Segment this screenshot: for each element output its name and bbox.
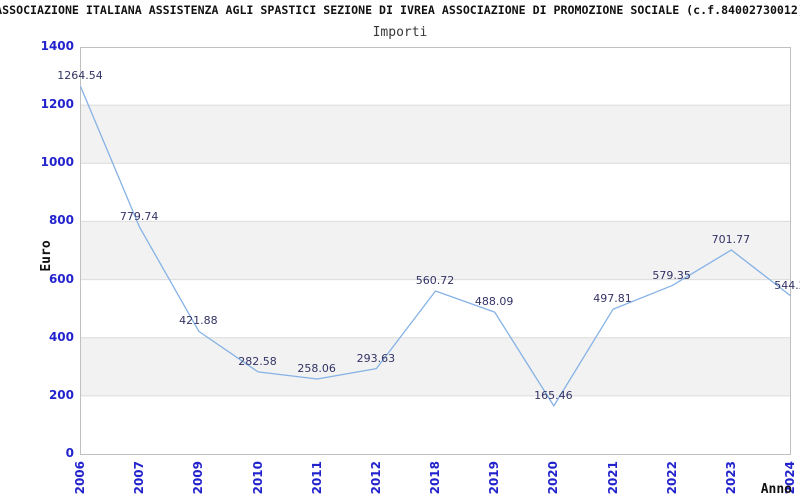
y-tick-label: 1200 — [40, 97, 74, 112]
x-tick-label: 2020 — [546, 461, 561, 495]
x-tick-label: 2012 — [368, 461, 383, 495]
data-point-label: 701.77 — [711, 232, 751, 246]
x-tick-label: 2018 — [428, 461, 442, 495]
x-tick-label: 2021 — [605, 461, 620, 495]
x-tick-label: 2019 — [487, 461, 502, 495]
data-point-label: 544.2 — [774, 278, 800, 292]
data-line — [80, 86, 791, 407]
data-point-label: 779.74 — [119, 210, 159, 224]
data-point-label: 560.72 — [415, 273, 455, 287]
chart-title: Importi — [372, 25, 428, 40]
data-point-label: 165.46 — [534, 388, 573, 402]
y-tick-label: 1400 — [40, 39, 74, 53]
data-point-label: 1264.54 — [57, 69, 103, 83]
x-tick-label: 2009 — [191, 461, 206, 495]
y-tick-label: 600 — [48, 271, 74, 286]
grid-band — [80, 221, 791, 280]
y-axis-label: Euro — [39, 240, 54, 272]
data-point-label: 258.06 — [297, 361, 336, 375]
chart-header-title: ASSOCIAZIONE ITALIANA ASSISTENZA AGLI SP… — [0, 3, 800, 17]
grid-band — [80, 337, 791, 396]
data-point-label: 421.88 — [179, 314, 218, 328]
data-point-label: 293.63 — [356, 351, 396, 365]
grid-band — [80, 105, 791, 164]
data-point-label: 488.09 — [474, 295, 514, 309]
y-tick-label: 1000 — [40, 155, 74, 170]
plot-area — [80, 47, 791, 455]
y-tick-label: 0 — [65, 446, 74, 460]
x-tick-label: 2011 — [309, 461, 324, 495]
x-tick-label: 2010 — [250, 461, 265, 495]
plot-border — [80, 47, 791, 455]
x-tick-label: 2006 — [73, 461, 87, 495]
data-point-label: 497.81 — [593, 292, 632, 306]
x-tick-label: 2022 — [664, 461, 679, 495]
y-tick-label: 800 — [48, 213, 74, 228]
x-tick-label: 2023 — [723, 461, 738, 495]
data-point-label: 579.35 — [652, 268, 691, 282]
y-tick-label: 200 — [48, 387, 74, 402]
x-axis-label: Anno — [760, 482, 792, 497]
data-point-label: 282.58 — [238, 354, 277, 368]
x-tick-label: 2007 — [132, 461, 147, 495]
y-tick-label: 400 — [48, 329, 74, 344]
